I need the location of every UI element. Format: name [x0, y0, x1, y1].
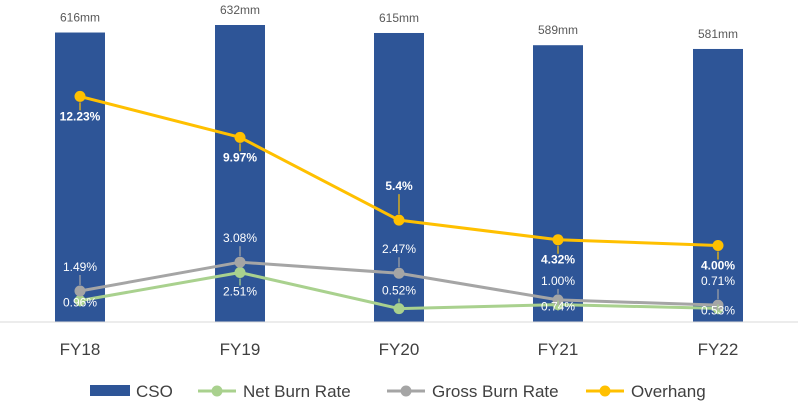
legend-label-cso: CSO	[136, 382, 173, 401]
legend: CSO Net Burn Rate Gross Burn Rate Overhang	[90, 382, 706, 401]
label-gross-burn-rate-fy19: 3.08%	[223, 231, 257, 245]
label-overhang-fy19: 9.97%	[223, 150, 257, 164]
line-series-gross-burn-rate	[74, 256, 724, 311]
category-label-fy22: FY22	[698, 340, 739, 359]
label-overhang-fy20: 5.4%	[385, 179, 413, 193]
label-net-burn-rate-fy21: 0.74%	[541, 300, 575, 314]
line-data-labels: 0.96% 2.51% 0.52% 0.74% 0.53% 1.49% 3.08% 2.47%…	[60, 102, 735, 317]
label-gross-burn-rate-fy22: 0.71%	[701, 274, 735, 288]
label-net-burn-rate-fy19: 2.51%	[223, 285, 257, 299]
legend-label-net-burn-rate: Net Burn Rate	[243, 382, 351, 401]
bar-label-fy19: 632mm	[220, 3, 260, 17]
legend-swatch-cso	[90, 385, 130, 396]
point-overhang-fy20	[393, 214, 405, 226]
category-label-fy20: FY20	[379, 340, 420, 359]
point-overhang-fy21	[552, 234, 564, 246]
label-gross-burn-rate-fy21: 1.00%	[541, 274, 575, 288]
legend-marker-overhang	[599, 385, 611, 397]
legend-label-gross-burn-rate: Gross Burn Rate	[432, 382, 559, 401]
label-gross-burn-rate-fy18: 1.49%	[63, 260, 97, 274]
category-label-fy19: FY19	[220, 340, 261, 359]
category-label-fy21: FY21	[538, 340, 579, 359]
point-gross-burn-rate-fy18	[74, 285, 86, 297]
bar-label-fy22: 581mm	[698, 27, 738, 41]
label-overhang-fy18: 12.23%	[60, 109, 101, 123]
label-net-burn-rate-fy20: 0.52%	[382, 284, 416, 298]
legend-item-cso: CSO	[90, 382, 173, 401]
legend-marker-gross-burn-rate	[400, 385, 412, 397]
label-gross-burn-rate-fy20: 2.47%	[382, 242, 416, 256]
point-overhang-fy22	[712, 240, 724, 252]
point-gross-burn-rate-fy19	[234, 256, 246, 268]
bar-label-fy21: 589mm	[538, 23, 578, 37]
category-label-fy18: FY18	[60, 340, 101, 359]
label-overhang-fy21: 4.32%	[541, 253, 575, 267]
bar-series-cso	[55, 25, 743, 323]
bar-data-labels: 616mm 632mm 615mm 589mm 581mm	[60, 3, 738, 41]
point-net-burn-rate-fy20	[393, 303, 405, 315]
legend-item-gross-burn-rate: Gross Burn Rate	[387, 382, 559, 401]
label-net-burn-rate-fy18: 0.96%	[63, 296, 97, 310]
bar-cso-fy18	[55, 32, 105, 323]
line-series-group	[74, 90, 724, 315]
bar-label-fy18: 616mm	[60, 11, 100, 25]
point-overhang-fy19	[234, 131, 246, 143]
legend-marker-net-burn-rate	[211, 385, 223, 397]
line-series-overhang	[74, 90, 724, 252]
point-gross-burn-rate-fy21	[552, 294, 564, 306]
point-overhang-fy18	[74, 90, 86, 102]
bar-label-fy20: 615mm	[379, 11, 419, 25]
bar-cso-fy22	[693, 48, 743, 323]
point-net-burn-rate-fy19	[234, 267, 246, 279]
legend-item-overhang: Overhang	[586, 382, 706, 401]
label-net-burn-rate-fy22: 0.53%	[701, 303, 735, 317]
category-axis-labels: FY18 FY19 FY20 FY21 FY22	[60, 340, 739, 359]
bar-cso-fy21	[533, 45, 583, 323]
legend-item-net-burn-rate: Net Burn Rate	[198, 382, 351, 401]
point-gross-burn-rate-fy20	[393, 267, 405, 279]
legend-label-overhang: Overhang	[631, 382, 706, 401]
label-overhang-fy22: 4.00%	[701, 259, 735, 273]
